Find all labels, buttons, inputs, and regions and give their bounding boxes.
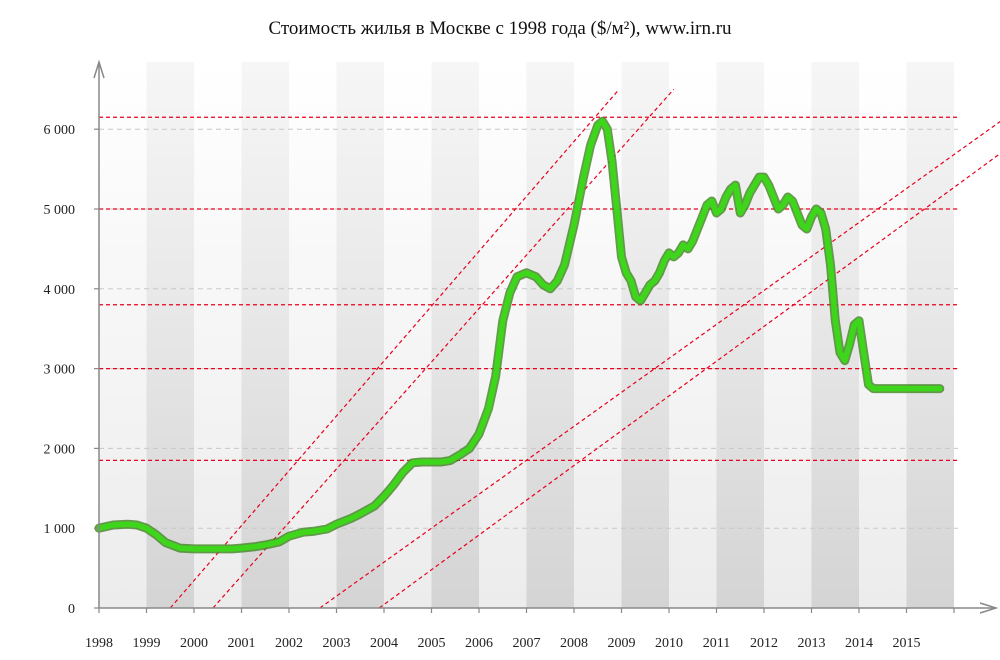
x-tick-label: 2011 [703, 636, 730, 651]
year-band-2014 [859, 62, 907, 608]
x-tick-label: 2008 [560, 636, 588, 651]
trend-line-1 [169, 88, 620, 608]
y-tick-label: 4 000 [44, 283, 76, 298]
reference-lines [99, 116, 958, 461]
x-tick-label: 1998 [85, 636, 113, 651]
year-band-2011 [716, 62, 764, 608]
x-tick-label: 2006 [465, 636, 493, 651]
x-tick-label: 2001 [228, 636, 256, 651]
series-group [94, 116, 945, 554]
y-tick-label: 5 000 [44, 203, 76, 218]
year-band-2004 [384, 62, 432, 608]
x-tick-label: 2002 [275, 636, 303, 651]
x-tick-label: 2012 [750, 636, 778, 651]
x-tick-label: 2005 [418, 636, 446, 651]
x-tick-label: 2013 [798, 636, 826, 651]
year-band-1998 [99, 62, 147, 608]
x-tick-label: 1999 [133, 636, 161, 651]
series-line-0 [96, 118, 943, 552]
x-tick-label: 2003 [323, 636, 351, 651]
year-band-2007 [526, 62, 574, 608]
year-band-1999 [146, 62, 194, 608]
year-band-2002 [289, 62, 337, 608]
year-band-2012 [764, 62, 812, 608]
x-tick-label: 2007 [513, 636, 541, 651]
y-tick-label: 2 000 [44, 442, 76, 457]
trend-line-3 [319, 120, 1000, 608]
y-tick-label: 3 000 [44, 363, 76, 378]
year-band-2015 [906, 62, 954, 608]
y-tick-label: 1 000 [44, 522, 76, 537]
axes [93, 59, 999, 614]
x-tick-label: 2004 [370, 636, 398, 651]
x-tick-label: 2010 [655, 636, 683, 651]
x-tick-label: 2009 [608, 636, 636, 651]
x-tick-labels: 1998 1999 2000 2001 2002 2003 2004 2005 2006 2007… [85, 636, 921, 651]
y-axis-arrow [93, 59, 105, 79]
year-band-2001 [241, 62, 289, 608]
x-axis-arrow [979, 602, 999, 614]
y-tick-label: 0 [68, 602, 75, 617]
x-tick-label: 2014 [845, 636, 873, 651]
year-bands [99, 62, 954, 608]
trend-lines [169, 88, 1000, 608]
trend-line-4 [378, 152, 1000, 608]
year-band-2000 [194, 62, 242, 608]
trend-line-2 [212, 88, 675, 608]
y-tick-label: 6 000 [44, 123, 76, 138]
y-tick-labels: 0 1 000 2 000 3 000 4 000 5 000 6 000 [44, 123, 76, 617]
year-band-2010 [669, 62, 717, 608]
year-band-2009 [621, 62, 669, 608]
x-tick-label: 2000 [180, 636, 208, 651]
year-band-2008 [574, 62, 622, 608]
chart-title: Стоимость жилья в Москве с 1998 года ($/… [268, 18, 732, 39]
x-tick-label: 2015 [893, 636, 921, 651]
